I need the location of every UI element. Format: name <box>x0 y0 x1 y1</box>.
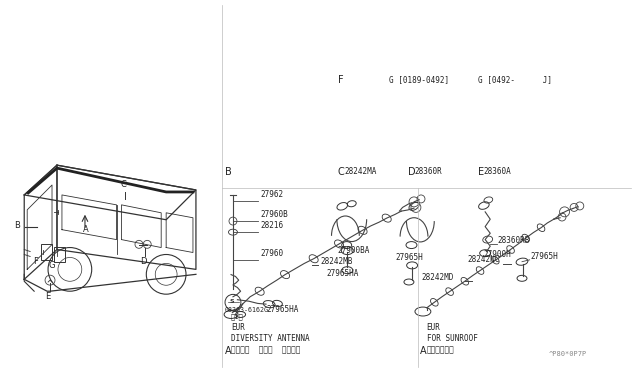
Text: ダイバー  シティ  アンテナ: ダイバー シティ アンテナ <box>231 345 300 354</box>
Text: 27900H: 27900H <box>484 250 511 259</box>
Text: ^P80*0P7P: ^P80*0P7P <box>548 351 587 357</box>
Text: 〈1〉: 〈1〉 <box>231 313 244 320</box>
Text: D: D <box>140 257 147 266</box>
Text: A: A <box>83 225 89 234</box>
Text: 28360R: 28360R <box>414 167 442 176</box>
Text: G [0189-0492]: G [0189-0492] <box>388 76 449 84</box>
Text: C: C <box>338 167 344 177</box>
Text: 27965H: 27965H <box>395 253 422 262</box>
Text: E: E <box>477 167 484 177</box>
Text: 28242MB: 28242MB <box>320 257 353 266</box>
Text: 27962: 27962 <box>260 190 284 199</box>
Text: G: G <box>48 261 54 270</box>
Text: 27960: 27960 <box>260 249 284 258</box>
Text: 28242MA: 28242MA <box>344 167 376 176</box>
Text: 08363-6162G: 08363-6162G <box>225 307 269 312</box>
Text: 27965HA: 27965HA <box>326 269 358 279</box>
Text: 27960B: 27960B <box>260 211 288 219</box>
Text: 28216: 28216 <box>260 221 284 231</box>
Text: EUR: EUR <box>231 323 245 332</box>
Text: C: C <box>120 180 126 189</box>
Text: G [0492-      J]: G [0492- J] <box>477 76 552 84</box>
Text: 28360A: 28360A <box>484 167 511 176</box>
Text: 27965H: 27965H <box>531 252 559 261</box>
Text: A: A <box>420 346 427 356</box>
Text: サンルーフ用: サンルーフ用 <box>427 345 454 354</box>
Text: A: A <box>225 346 231 356</box>
Text: E: E <box>45 292 51 301</box>
Bar <box>40 244 52 260</box>
Text: S: S <box>229 299 234 304</box>
Text: B: B <box>14 221 20 230</box>
Text: F: F <box>338 75 344 84</box>
Text: 28360RB: 28360RB <box>498 236 530 245</box>
Text: FOR SUNROOF: FOR SUNROOF <box>427 334 477 343</box>
Text: 27900BA: 27900BA <box>338 246 370 255</box>
Text: 28242MD: 28242MD <box>422 273 454 282</box>
Text: B: B <box>225 167 232 177</box>
Text: DIVERSITY ANTENNA: DIVERSITY ANTENNA <box>231 334 310 343</box>
Text: 28242NC: 28242NC <box>467 256 500 264</box>
Text: EUR: EUR <box>427 323 440 332</box>
Text: D: D <box>408 167 415 177</box>
Text: F: F <box>33 257 38 266</box>
Text: 27965HA: 27965HA <box>266 305 298 314</box>
Bar <box>54 247 65 262</box>
